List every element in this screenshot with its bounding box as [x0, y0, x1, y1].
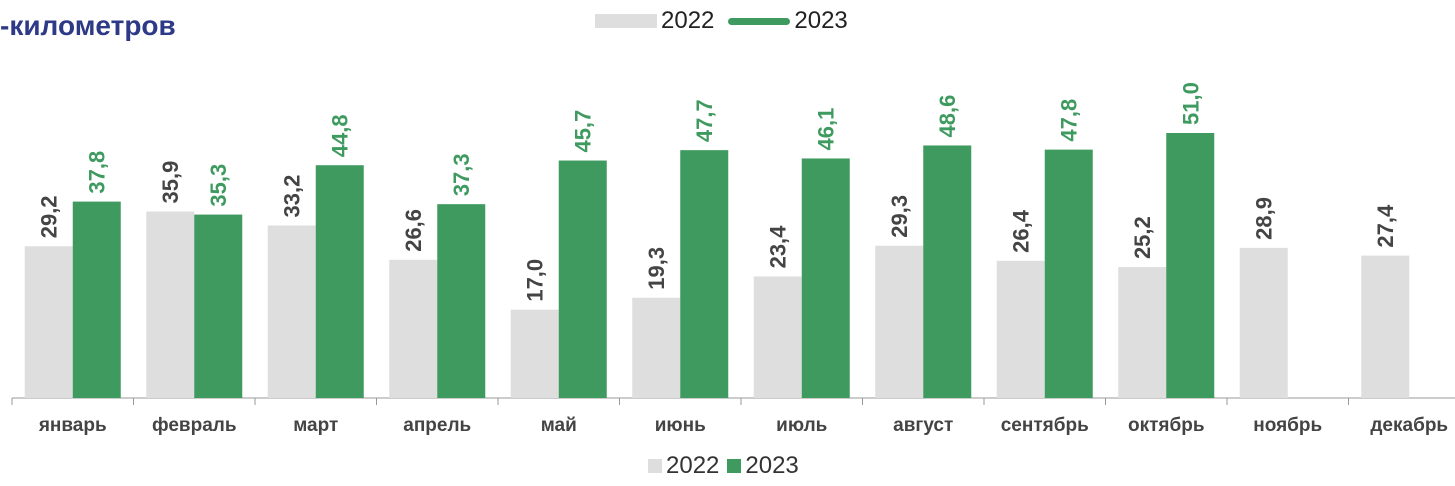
- bar-2023: [680, 150, 729, 398]
- data-label-2022: 26,6: [401, 209, 426, 252]
- bar-2023: [72, 201, 121, 398]
- bar-2022: [510, 309, 559, 398]
- legend-bottom-label-2023: 2023: [745, 452, 799, 479]
- x-tick-label: июнь: [655, 415, 706, 436]
- legend-bottom-item-2023: 2023: [727, 452, 799, 480]
- bar-2023: [801, 158, 850, 398]
- bar-2022: [753, 276, 802, 398]
- x-tick-label: апрель: [403, 415, 471, 436]
- legend-label-2022: 2022: [661, 7, 715, 34]
- x-tick-label: февраль: [152, 415, 237, 436]
- bar-2022: [996, 260, 1045, 398]
- bar-2023: [558, 160, 607, 398]
- x-tick-label: сентябрь: [1001, 415, 1089, 436]
- legend-bottom: 2022 2023: [648, 452, 807, 480]
- data-label-2022: 26,4: [1009, 209, 1034, 253]
- data-label-2023: 46,1: [814, 108, 839, 151]
- data-label-2022: 28,9: [1252, 197, 1277, 240]
- data-label-2023: 37,8: [85, 151, 110, 194]
- legend-swatch-2023: [728, 17, 791, 25]
- bar-2022: [267, 225, 316, 398]
- legend-bottom-swatch-2023: [727, 459, 742, 473]
- data-label-2022: 17,0: [523, 259, 548, 302]
- legend-bottom-label-2022: 2022: [666, 452, 720, 479]
- data-label-2023: 48,6: [935, 95, 960, 138]
- data-label-2023: 37,3: [449, 153, 474, 196]
- bar-2022: [1118, 267, 1167, 398]
- bar-2023: [1166, 133, 1215, 398]
- legend-bottom-item-2022: 2022: [648, 452, 719, 480]
- data-label-2023: 51,0: [1178, 82, 1203, 125]
- bar-2022: [1239, 247, 1288, 398]
- bar-2023: [194, 214, 243, 398]
- bar-2022: [146, 211, 195, 398]
- legend-swatch-2022: [595, 14, 657, 28]
- data-label-2022: 35,9: [158, 161, 183, 204]
- data-label-2022: 29,2: [37, 195, 62, 238]
- data-label-2023: 35,3: [206, 164, 231, 207]
- bar-2023: [437, 204, 486, 398]
- x-tick-label: ноябрь: [1253, 415, 1322, 436]
- bar-2022: [389, 259, 438, 398]
- data-label-2023: 47,8: [1057, 99, 1082, 142]
- data-label-2022: 27,4: [1373, 204, 1398, 248]
- bar-2022: [875, 245, 924, 398]
- data-label-2022: 29,3: [887, 195, 912, 238]
- x-tick-label: май: [541, 415, 577, 436]
- bar-2022: [1361, 255, 1410, 398]
- x-tick-label: декабрь: [1370, 415, 1448, 436]
- data-label-2022: 23,4: [766, 225, 791, 269]
- x-tick-label: январь: [38, 415, 107, 436]
- bar-2023: [923, 145, 972, 398]
- legend-bottom-swatch-2022: [648, 459, 662, 473]
- legend-item-2023: 2023: [728, 7, 848, 35]
- bar-2022: [632, 297, 681, 398]
- x-tick-label: август: [893, 415, 953, 436]
- data-label-2023: 47,7: [692, 99, 717, 142]
- data-label-2022: 19,3: [644, 247, 669, 290]
- data-label-2023: 44,8: [328, 114, 353, 157]
- data-label-2022: 33,2: [280, 175, 305, 218]
- x-tick-label: октябрь: [1128, 415, 1205, 436]
- data-label-2022: 25,2: [1130, 216, 1155, 259]
- x-tick-label: март: [293, 415, 338, 436]
- page-title: -километров: [0, 10, 176, 41]
- bar-2023: [315, 165, 364, 398]
- x-tick-label: июль: [776, 415, 827, 436]
- legend-item-2022: 2022: [595, 7, 714, 35]
- bar-2022: [24, 246, 73, 398]
- legend-label-2023: 2023: [794, 7, 848, 34]
- bar-2023: [1044, 149, 1093, 398]
- legend-top: 2022 2023: [595, 6, 862, 36]
- data-label-2023: 45,7: [571, 110, 596, 153]
